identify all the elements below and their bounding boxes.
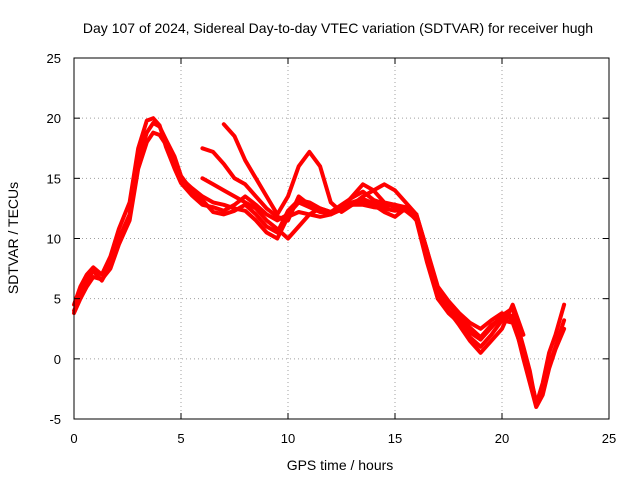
y-axis-label: SDTVAR / TECUs — [5, 182, 21, 294]
chart-title: Day 107 of 2024, Sidereal Day-to-day VTE… — [83, 20, 593, 36]
x-tick-label: 10 — [281, 431, 295, 446]
x-tick-label: 15 — [388, 431, 402, 446]
y-tick-label: 15 — [47, 171, 61, 186]
y-tick-label: 0 — [54, 352, 61, 367]
x-tick-label: 25 — [602, 431, 616, 446]
grid-layer — [74, 58, 609, 419]
x-tick-label: 20 — [495, 431, 509, 446]
series-line-sat-trace-2 — [72, 116, 567, 407]
y-tick-label: 10 — [47, 232, 61, 247]
series-layer — [72, 116, 567, 409]
series-line-sat-trace-5 — [221, 122, 526, 355]
series-line-sat-trace-3 — [72, 130, 567, 409]
tick-layer: 0 5 10 15 20 25 -5 0 5 10 15 20 25 — [47, 51, 617, 446]
series-line-sat-trace-4 — [200, 146, 537, 395]
x-tick-label: 0 — [70, 431, 77, 446]
series-line-sat-trace-6 — [200, 176, 419, 241]
x-axis-label: GPS time / hours — [287, 457, 394, 473]
x-tick-label: 5 — [177, 431, 184, 446]
y-tick-label: 20 — [47, 111, 61, 126]
y-tick-label: 5 — [54, 292, 61, 307]
y-tick-label: 25 — [47, 51, 61, 66]
y-tick-label: -5 — [49, 412, 61, 427]
